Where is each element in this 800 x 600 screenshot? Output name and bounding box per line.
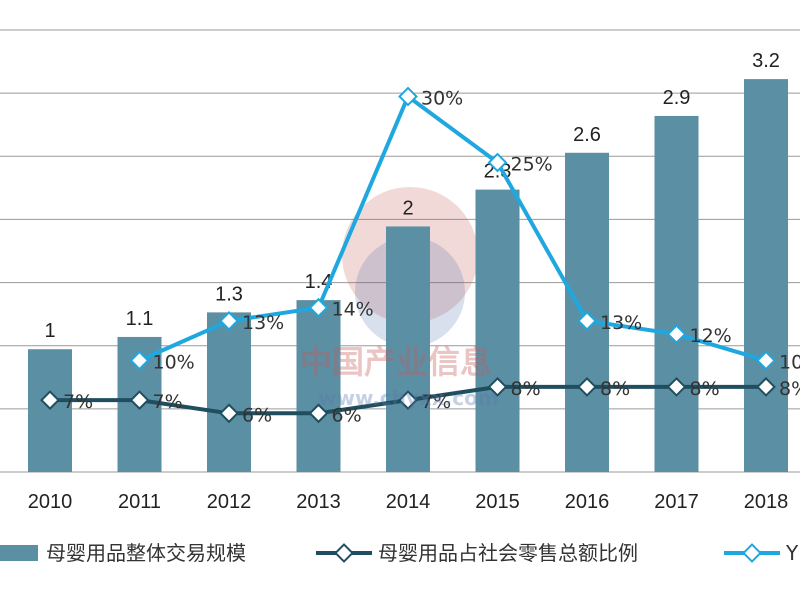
- legend-yoy-marker-icon: [742, 543, 762, 563]
- bar: [744, 79, 788, 472]
- share-data-label: 8%: [690, 378, 720, 400]
- bar-value-label: 1.3: [215, 283, 243, 305]
- yoy-line: [138, 94, 767, 363]
- x-axis-ticks: 2010 2011 2012 2013 2014 2015 2016 2017 2018: [28, 491, 789, 513]
- share-marker: [487, 377, 508, 397]
- bar-value-label: 2.9: [663, 87, 691, 109]
- legend: 母婴用品整体交易规模 母婴用品占社会零售总额比例 Y: [0, 541, 799, 565]
- yoy-data-label: 12%: [690, 325, 732, 347]
- watermark-url: www.chyxx.com: [318, 386, 499, 410]
- bar-series: [28, 79, 788, 472]
- share-data-label: 7%: [63, 391, 93, 413]
- x-tick-label: 2015: [475, 491, 520, 513]
- x-tick-label: 2018: [744, 491, 789, 513]
- bar: [296, 300, 341, 472]
- line-series: 10% 13% 14% 30% 25% 13% 12% 10% 7% 7% 6% 6% 7% 8% 8% 8%…: [40, 86, 800, 426]
- x-tick-label: 2013: [296, 491, 341, 513]
- share-data-label: 8%: [511, 378, 541, 400]
- bar: [654, 115, 699, 472]
- yoy-data-label: 25%: [511, 154, 553, 176]
- bar: [386, 226, 430, 472]
- share-marker: [577, 377, 597, 397]
- share-marker: [219, 403, 239, 424]
- share-data-label: 6%: [242, 404, 272, 426]
- yoy-marker: [308, 297, 329, 318]
- legend-share-marker-icon: [334, 543, 354, 563]
- share-marker: [129, 390, 150, 410]
- x-tick-label: 2010: [28, 491, 73, 513]
- share-data-label: 8%: [779, 378, 800, 400]
- yoy-marker: [756, 350, 776, 371]
- share-data-label: 7%: [421, 391, 451, 413]
- x-tick-label: 2014: [386, 491, 431, 513]
- share-data-label: 6%: [332, 404, 362, 426]
- share-data-label: 8%: [600, 378, 630, 400]
- bar-value-label: 3.2: [752, 50, 780, 72]
- bar-value-label: 2.6: [573, 124, 601, 146]
- yoy-marker: [219, 311, 239, 331]
- share-marker: [398, 390, 418, 410]
- yoy-marker: [577, 311, 597, 331]
- yoy-data-label: 10%: [779, 352, 800, 374]
- bar-value-label: 1: [44, 320, 55, 342]
- yoy-marker: [398, 86, 418, 107]
- share-marker: [666, 377, 687, 397]
- bar: [207, 312, 251, 472]
- share-marker: [40, 390, 60, 410]
- legend-label-bar: 母婴用品整体交易规模: [46, 541, 246, 565]
- yoy-data-label: 10%: [153, 352, 195, 374]
- bar: [28, 349, 72, 472]
- share-marker: [756, 377, 776, 397]
- legend-bar-swatch: [0, 545, 38, 561]
- share-data-label: 7%: [153, 391, 183, 413]
- yoy-data-label: 30%: [421, 88, 463, 110]
- x-tick-label: 2016: [565, 491, 610, 513]
- x-tick-label: 2012: [207, 491, 252, 513]
- legend-label-yoy: Y: [785, 541, 799, 565]
- yoy-marker: [487, 152, 508, 173]
- bar: [475, 189, 520, 472]
- x-tick-label: 2017: [654, 491, 699, 513]
- yoy-marker: [666, 324, 687, 344]
- share-marker: [308, 403, 329, 424]
- yoy-data-label: 14%: [332, 299, 374, 321]
- yoy-marker: [129, 350, 150, 371]
- bar-value-label: 2: [402, 197, 413, 219]
- yoy-data-label: 13%: [242, 312, 284, 334]
- yoy-data-label: 13%: [600, 312, 642, 334]
- x-tick-label: 2011: [118, 491, 161, 513]
- watermark-text: 中国产业信息: [300, 343, 492, 381]
- bar-value-label: 1.1: [126, 308, 154, 330]
- legend-label-share: 母婴用品占社会零售总额比例: [378, 541, 638, 565]
